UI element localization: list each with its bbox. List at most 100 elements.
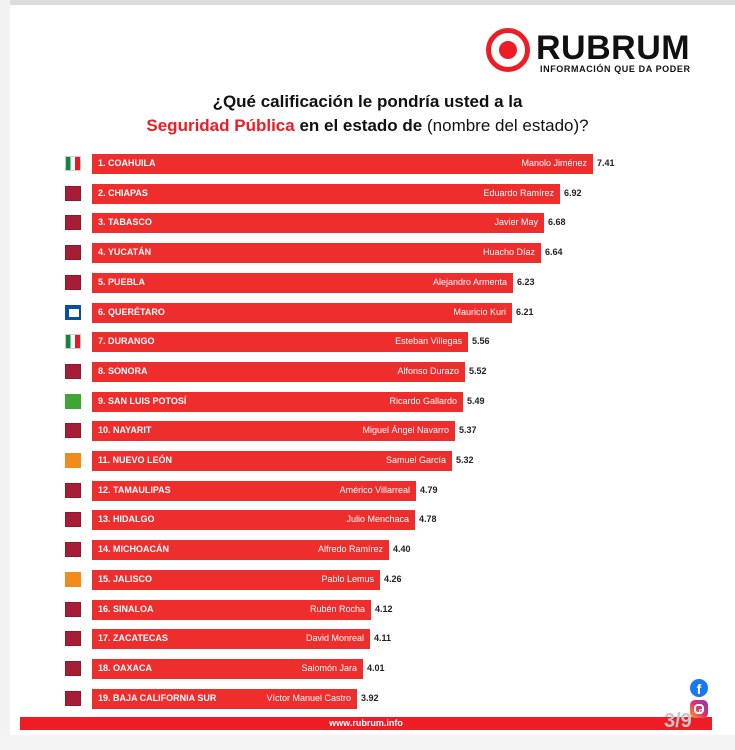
- bar: 18. OAXACA Salomón Jara: [92, 658, 363, 679]
- governor-label: Víctor Manuel Castro: [266, 692, 351, 703]
- party-glyph: [66, 484, 80, 497]
- pan-logo-icon: [65, 304, 81, 320]
- party-glyph: [66, 216, 80, 229]
- category-label: 10. NAYARIT: [98, 425, 152, 436]
- pvem-logo-icon: [65, 393, 81, 409]
- bar-row: 7. DURANGO Esteban Villegas 5.56: [0, 332, 735, 353]
- party-glyph: [66, 276, 80, 289]
- value-label: 5.49: [467, 395, 485, 406]
- bar-row: 9. SAN LUIS POTOSÍ Ricardo Gallardo 5.49: [0, 391, 735, 412]
- bar-row: 4. YUCATÁN Huacho Díaz 6.64: [0, 243, 735, 264]
- value-label: 4.78: [419, 514, 437, 525]
- bar: 7. DURANGO Esteban Villegas: [92, 332, 468, 353]
- morena-logo-icon: [65, 601, 81, 617]
- mc-logo-icon: [65, 453, 81, 468]
- governor-label: Pablo Lemus: [321, 573, 374, 584]
- morena-logo-icon: [65, 363, 81, 379]
- party-glyph: [66, 692, 80, 705]
- governor-label: Javier May: [494, 217, 538, 228]
- morena-logo-icon: [65, 185, 81, 201]
- bar-row: 17. ZACATECAS David Monreal 4.11: [0, 629, 735, 650]
- value-label: 6.64: [545, 247, 563, 258]
- value-label: 3.92: [361, 692, 379, 703]
- bar: 6. QUERÉTARO Mauricio Kuri: [92, 302, 512, 323]
- brand-tagline: INFORMACIÓN QUE DA PODER: [540, 64, 691, 74]
- governor-label: Samuel García: [385, 455, 446, 465]
- rubrum-logo-dot-icon: [499, 41, 517, 59]
- party-glyph: [66, 335, 80, 348]
- value-label: 7.41: [597, 158, 615, 168]
- morena-logo-icon: [65, 245, 81, 261]
- bar: 5. PUEBLA Alejandro Armenta: [92, 272, 513, 293]
- governor-label: Miguel Ángel Navarro: [362, 425, 449, 436]
- morena-logo-icon: [65, 423, 81, 439]
- pri-logo-icon: [65, 334, 81, 350]
- category-label: 19. BAJA CALIFORNIA SUR: [98, 692, 217, 703]
- party-glyph: [66, 157, 80, 170]
- title-normal-text: (nombre del estado)?: [427, 116, 589, 135]
- title-bold-text: en el estado de: [299, 116, 423, 135]
- bar-row: 6. QUERÉTARO Mauricio Kuri 6.21: [0, 302, 735, 323]
- morena-logo-icon: [65, 215, 81, 231]
- bar-row: 10. NAYARIT Miguel Ángel Navarro 5.37: [0, 421, 735, 442]
- bar-row: 11. NUEVO LEÓN Samuel García 5.32: [0, 451, 735, 471]
- bar: 17. ZACATECAS David Monreal: [92, 629, 370, 650]
- governor-label: David Monreal: [305, 633, 364, 644]
- bar-row: 18. OAXACA Salomón Jara 4.01: [0, 658, 735, 679]
- category-label: 8. SONORA: [98, 365, 148, 376]
- bar-row: 13. HIDALGO Julio Menchaca 4.78: [0, 510, 735, 531]
- governor-label: Américo Villarreal: [339, 484, 410, 495]
- morena-logo-icon: [65, 631, 81, 647]
- value-label: 4.12: [375, 603, 393, 614]
- bar: 13. HIDALGO Julio Menchaca: [92, 510, 415, 531]
- chart-title-line-1: ¿Qué calificación le pondría usted a la: [212, 92, 523, 111]
- bar-row: 12. TAMAULIPAS Américo Villarreal 4.79: [0, 480, 735, 501]
- bar: 1. COAHUILA Manolo Jiménez: [92, 154, 593, 174]
- bar: 12. TAMAULIPAS Américo Villarreal: [92, 480, 416, 501]
- morena-logo-icon: [65, 660, 81, 676]
- governor-label: Eduardo Ramírez: [483, 187, 554, 198]
- rubrum-logo: RUBRUM INFORMACIÓN QUE DA PODER: [486, 28, 716, 80]
- party-glyph: [69, 308, 79, 317]
- party-glyph: [66, 543, 80, 556]
- party-glyph: [66, 395, 80, 408]
- value-label: 4.01: [367, 662, 385, 673]
- governor-label: Alejandro Armenta: [432, 276, 507, 287]
- category-label: 6. QUERÉTARO: [98, 306, 165, 317]
- party-glyph: [66, 573, 80, 586]
- bar: 14. MICHOACÁN Alfredo Ramírez: [92, 540, 389, 561]
- value-label: 5.32: [456, 455, 474, 465]
- value-label: 5.56: [472, 336, 490, 347]
- value-label: 5.52: [469, 365, 487, 376]
- bar-row: 14. MICHOACÁN Alfredo Ramírez 4.40: [0, 540, 735, 561]
- facebook-icon[interactable]: f: [690, 679, 708, 697]
- category-label: 14. MICHOACÁN: [98, 544, 170, 555]
- footer-url[interactable]: www.rubrum.info: [329, 718, 403, 728]
- party-glyph: [66, 632, 80, 645]
- value-label: 6.68: [548, 217, 566, 228]
- party-glyph: [66, 246, 80, 259]
- category-label: 5. PUEBLA: [98, 276, 146, 287]
- window-left-edge: [0, 0, 10, 750]
- category-label: 16. SINALOA: [98, 603, 154, 614]
- category-label: 15. JALISCO: [98, 573, 153, 584]
- value-label: 4.26: [384, 573, 402, 584]
- page-indicator: 3/9: [664, 710, 692, 732]
- rubrum-logo-ring-icon: [486, 28, 530, 72]
- mc-logo-icon: [65, 571, 81, 587]
- governor-label: Alfonso Durazo: [397, 365, 459, 376]
- governor-label: Manolo Jiménez: [521, 158, 587, 168]
- morena-logo-icon: [65, 542, 81, 558]
- category-label: 13. HIDALGO: [98, 514, 155, 525]
- party-glyph: [66, 365, 80, 378]
- party-glyph: [66, 662, 80, 675]
- party-glyph: [66, 187, 80, 200]
- bar: 19. BAJA CALIFORNIA SUR Víctor Manuel Cas…: [92, 688, 357, 709]
- bar: 16. SINALOA Rubén Rocha: [92, 599, 371, 620]
- governor-label: Alfredo Ramírez: [317, 544, 383, 555]
- party-glyph: [66, 424, 80, 437]
- morena-logo-icon: [65, 274, 81, 290]
- window-bottom-edge: [0, 735, 735, 750]
- instagram-icon[interactable]: [690, 700, 708, 718]
- title-highlight: Seguridad Pública: [146, 116, 295, 135]
